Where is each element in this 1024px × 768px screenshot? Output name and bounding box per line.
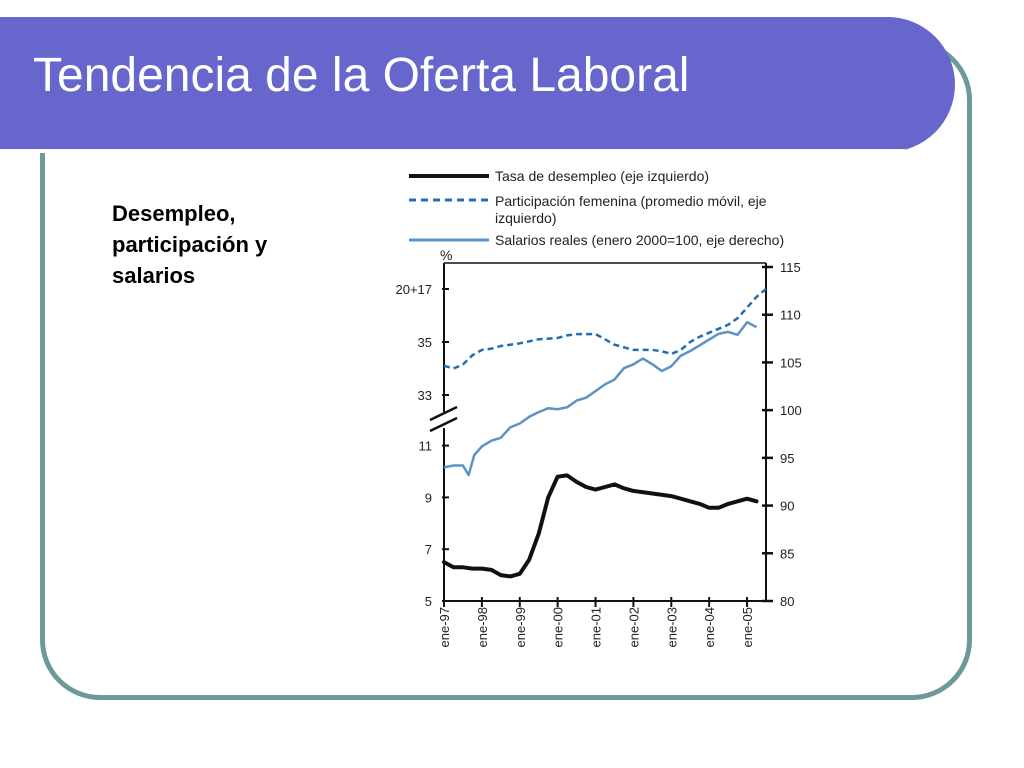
right-tick-label: 85: [780, 546, 794, 561]
right-tick-label: 105: [780, 355, 802, 370]
subtitle-line-3: salarios: [112, 263, 196, 288]
subtitle-line-2: participación y: [112, 232, 268, 257]
subtitle-line-1: Desempleo,: [112, 201, 236, 226]
female-participation-line: [443, 288, 767, 370]
left-tick-label: 7: [425, 542, 432, 557]
left-axis-unit-label: %: [440, 247, 452, 263]
left-tick-label: 33: [418, 388, 432, 403]
title-bar: [0, 17, 955, 153]
left-tick-label: 11: [419, 439, 433, 454]
legend-label-participation-line-1: Participación femenina (promedio móvil, …: [495, 193, 767, 209]
left-tick-label: 9: [425, 490, 432, 505]
right-tick-label: 90: [780, 499, 794, 514]
x-tick-label: ene-99: [513, 607, 528, 647]
title-rule: [0, 149, 905, 153]
right-tick-label: 95: [780, 451, 794, 466]
left-tick-label: 5: [425, 594, 432, 609]
chart-subtitle: Desempleo, participación y salarios: [112, 198, 352, 291]
axis-break-mark: [429, 405, 458, 422]
right-tick-label: 80: [780, 594, 794, 609]
legend-label-participation-line-2: izquierdo): [495, 210, 556, 226]
axis-break-mark: [429, 416, 458, 433]
left-tick-label: 35: [418, 335, 432, 350]
right-tick-label: 100: [780, 403, 802, 418]
x-tick-label: ene-02: [626, 607, 641, 647]
x-tick-label: ene-98: [475, 607, 490, 647]
right-tick-label: 115: [780, 260, 801, 275]
x-tick-label: ene-05: [740, 607, 755, 647]
x-tick-label: ene-97: [437, 607, 452, 647]
left-tick-label: 20+17: [395, 282, 432, 297]
slide-title: Tendencia de la Oferta Laboral: [33, 49, 690, 102]
unemployment-line: [442, 473, 759, 579]
x-tick-label: ene-01: [589, 607, 604, 647]
x-tick-label: ene-03: [664, 607, 679, 647]
x-tick-label: ene-04: [702, 607, 717, 647]
legend-label-unemployment: Tasa de desempleo (eje izquierdo): [495, 168, 709, 184]
real-wages-line: [443, 321, 758, 477]
x-tick-label: ene-00: [551, 607, 566, 647]
legend-label-wages: Salarios reales (enero 2000=100, eje der…: [495, 232, 784, 248]
right-tick-label: 110: [780, 308, 801, 323]
